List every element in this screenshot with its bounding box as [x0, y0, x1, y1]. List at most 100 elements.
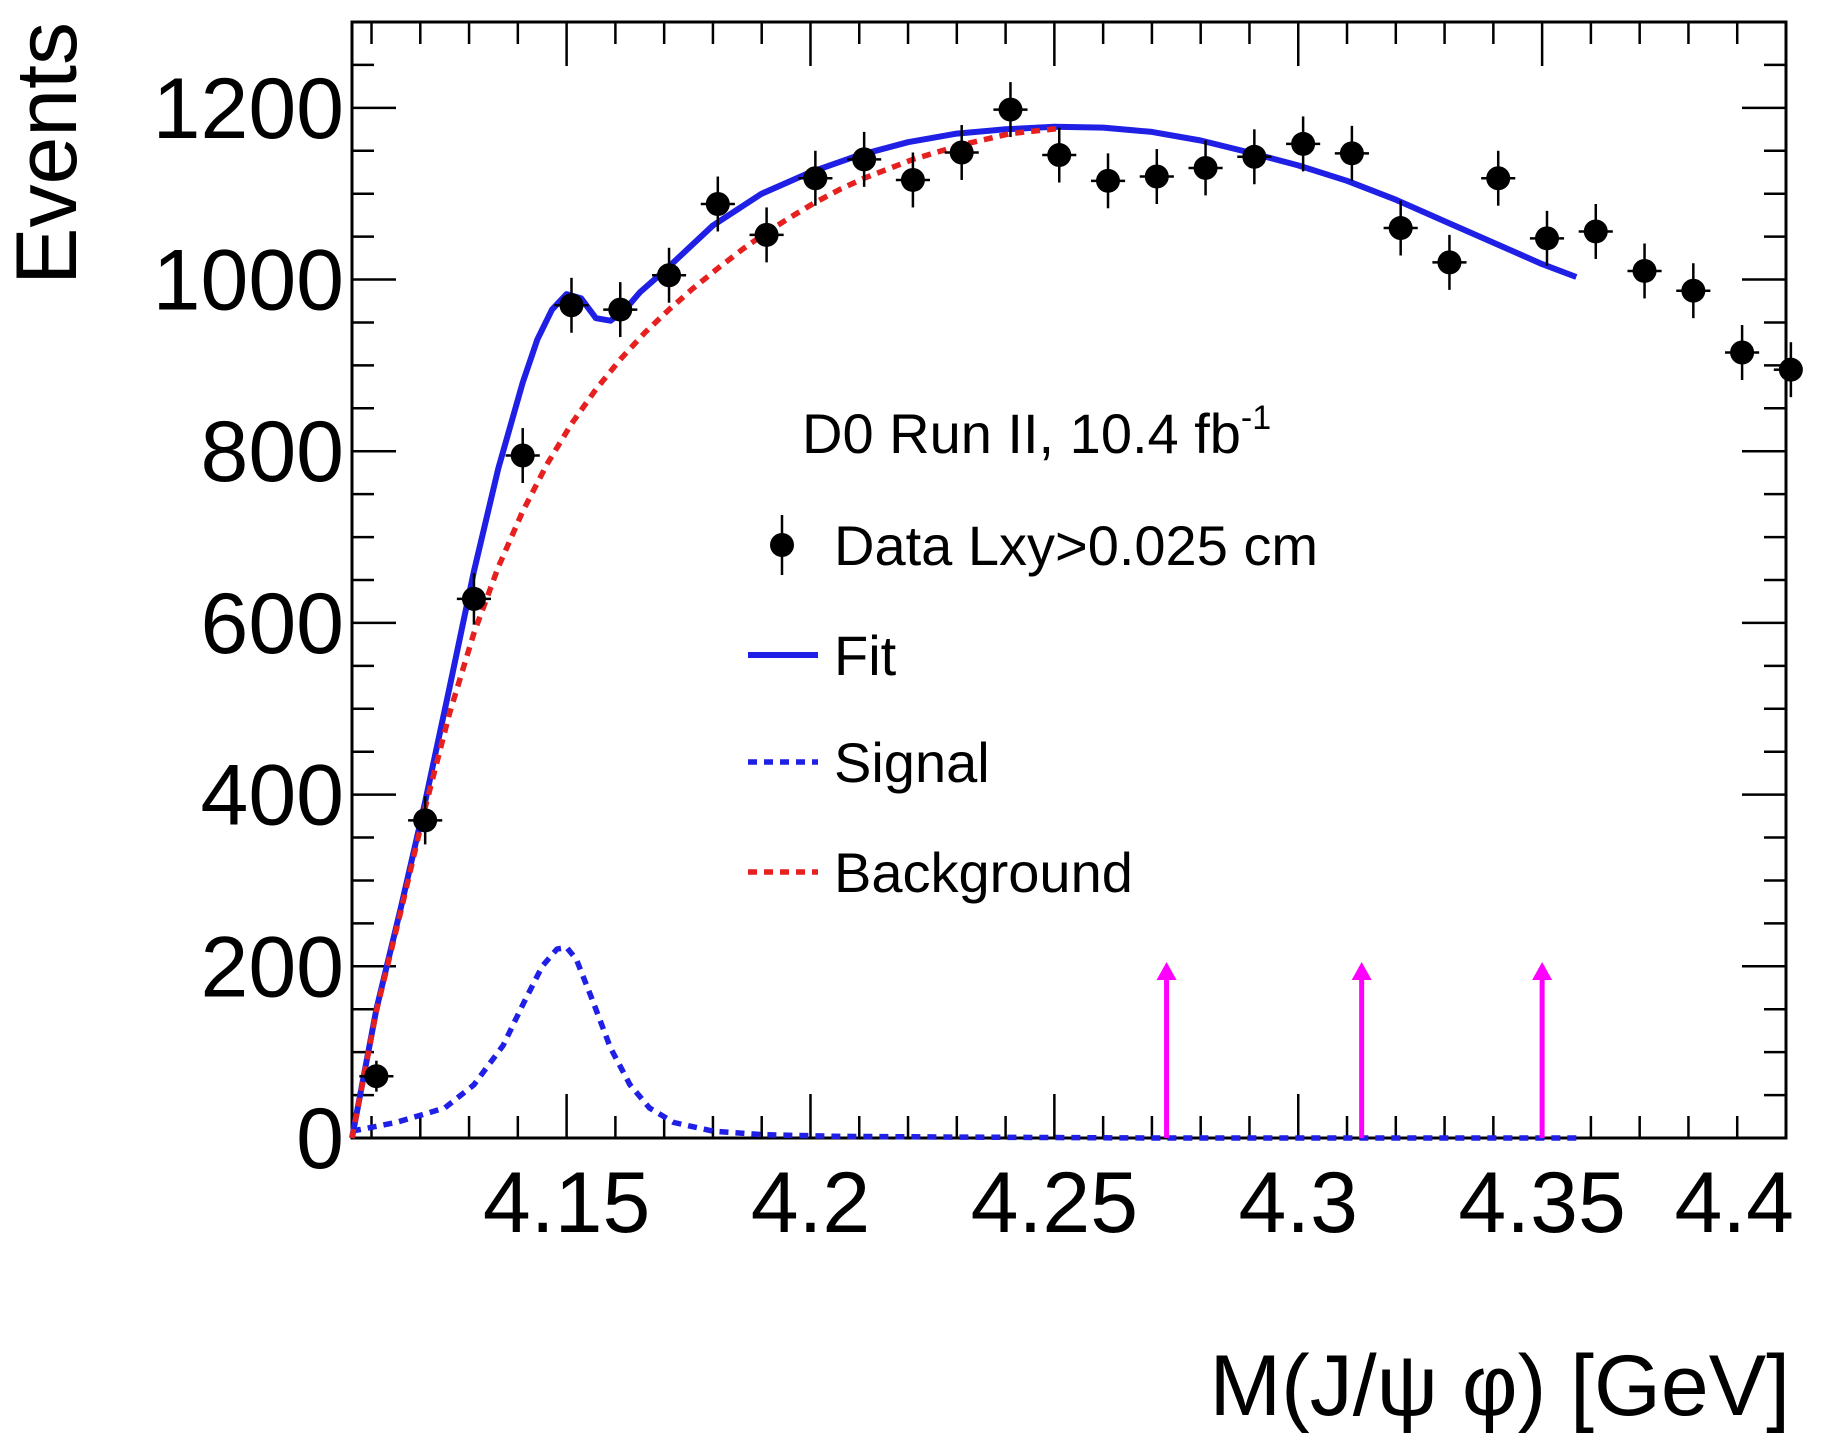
- data-point: [749, 207, 784, 263]
- marker-arrow-head: [1156, 962, 1177, 981]
- data-point: [847, 131, 882, 187]
- y-tick-label: 1200: [153, 61, 344, 157]
- data-point: [1383, 200, 1418, 256]
- chart-title-superscript: -1: [1241, 399, 1271, 437]
- y-axis-label: Events: [0, 22, 95, 285]
- data-point-marker: [1388, 216, 1413, 241]
- data-point-marker: [1096, 168, 1121, 193]
- data-point: [1237, 129, 1272, 185]
- data-point: [1139, 149, 1174, 204]
- chart-title-main: D0 Run II, 10.4 fb: [802, 402, 1241, 465]
- data-point: [1773, 342, 1803, 398]
- data-point-marker: [998, 97, 1023, 122]
- data-point: [798, 150, 833, 206]
- data-point: [1334, 125, 1369, 181]
- data-point: [1578, 203, 1613, 259]
- data-point-marker: [1632, 258, 1657, 283]
- data-point: [1481, 150, 1516, 206]
- data-point-marker: [510, 443, 535, 468]
- x-tick-label: 4.3: [1238, 1155, 1358, 1251]
- x-tick-label: 4.4: [1674, 1155, 1794, 1251]
- marker-arrow: [1156, 962, 1177, 1138]
- data-point-marker: [1486, 166, 1511, 191]
- axis-ticks: [352, 20, 1788, 1140]
- legend-entry: Fit: [748, 624, 897, 687]
- marker-arrow: [1532, 962, 1553, 1138]
- data-point: [1627, 243, 1662, 299]
- data-point-marker: [608, 297, 633, 322]
- data-point-marker: [754, 222, 779, 247]
- data-point-marker: [1339, 141, 1364, 166]
- y-tick-label: 800: [201, 404, 345, 500]
- series-fit-line: [349, 123, 1578, 1139]
- x-tick-label: 4.25: [971, 1155, 1138, 1251]
- data-point: [505, 428, 540, 483]
- data-point: [603, 282, 638, 338]
- data-point-marker: [1242, 144, 1267, 169]
- data-point-marker: [1437, 250, 1462, 275]
- legend-label: Data Lxy>0.025 cm: [834, 514, 1318, 577]
- legend-label: Background: [834, 841, 1133, 904]
- data-point: [1188, 140, 1223, 196]
- marker-arrow: [1351, 962, 1372, 1138]
- y-tick-label: 0: [296, 1091, 344, 1187]
- marker-arrows: [1156, 962, 1553, 1138]
- data-point: [554, 277, 589, 333]
- legend-entry: Background: [748, 841, 1133, 904]
- data-point-marker: [1583, 219, 1608, 244]
- data-point-marker: [1291, 131, 1316, 156]
- x-tick-label: 4.35: [1458, 1155, 1625, 1251]
- y-tick-label: 600: [201, 576, 345, 672]
- data-point: [1676, 263, 1711, 319]
- data-point: [1725, 325, 1760, 380]
- legend: Data Lxy>0.025 cm Fit Signal Background: [748, 514, 1318, 904]
- data-point-marker: [1047, 143, 1072, 168]
- legend-label: Signal: [834, 731, 990, 794]
- data-point: [651, 247, 687, 303]
- data-point: [700, 176, 735, 232]
- y-tick-label: 1000: [153, 233, 344, 329]
- legend-label: Fit: [834, 624, 897, 687]
- fit-curves: [349, 123, 1578, 1141]
- data-point-marker: [900, 167, 925, 192]
- data-points: [359, 82, 1803, 1092]
- data-point-marker: [1730, 340, 1755, 365]
- data-point: [895, 152, 930, 208]
- data-point: [1090, 153, 1126, 209]
- data-point-marker: [1193, 155, 1218, 180]
- data-point-marker: [852, 147, 877, 172]
- data-point-marker: [413, 808, 438, 833]
- data-point-marker: [1144, 164, 1169, 189]
- data-point-marker: [559, 293, 584, 318]
- data-point-marker: [803, 166, 828, 191]
- data-point: [1529, 210, 1565, 266]
- chart-title: D0 Run II, 10.4 fb-1: [802, 399, 1271, 465]
- data-point-marker: [1681, 278, 1706, 303]
- x-tick-label: 4.2: [751, 1155, 871, 1251]
- data-point-marker: [461, 586, 486, 611]
- x-axis-label: M(J/ψ φ) [GeV]: [1209, 1338, 1790, 1434]
- legend-data-symbol: [770, 533, 794, 557]
- plot-frame-box: [350, 20, 1788, 1140]
- data-point: [408, 796, 443, 845]
- data-point: [1432, 234, 1467, 290]
- data-point-marker: [1535, 226, 1559, 251]
- legend-entry: Signal: [748, 731, 990, 794]
- data-point: [456, 573, 492, 625]
- marker-arrow-head: [1351, 962, 1372, 981]
- series-background-line: [349, 125, 1060, 1139]
- data-point: [359, 1060, 394, 1092]
- plot-frame: [350, 20, 1788, 1140]
- y-tick-label: 400: [201, 748, 345, 844]
- data-point-marker: [657, 263, 682, 288]
- data-point-marker: [1778, 357, 1803, 382]
- tick-labels: 0 200 400 600 800 1000 1200 4.15 4.2 4.25 4.3 4.35 4…: [153, 61, 1794, 1251]
- data-point-marker: [949, 140, 974, 165]
- data-point: [1286, 116, 1321, 172]
- data-point-marker: [364, 1064, 389, 1089]
- legend-entry: Data Lxy>0.025 cm: [770, 514, 1318, 577]
- data-point-marker: [705, 191, 730, 216]
- marker-arrow-head: [1532, 962, 1553, 981]
- data-point: [993, 82, 1028, 138]
